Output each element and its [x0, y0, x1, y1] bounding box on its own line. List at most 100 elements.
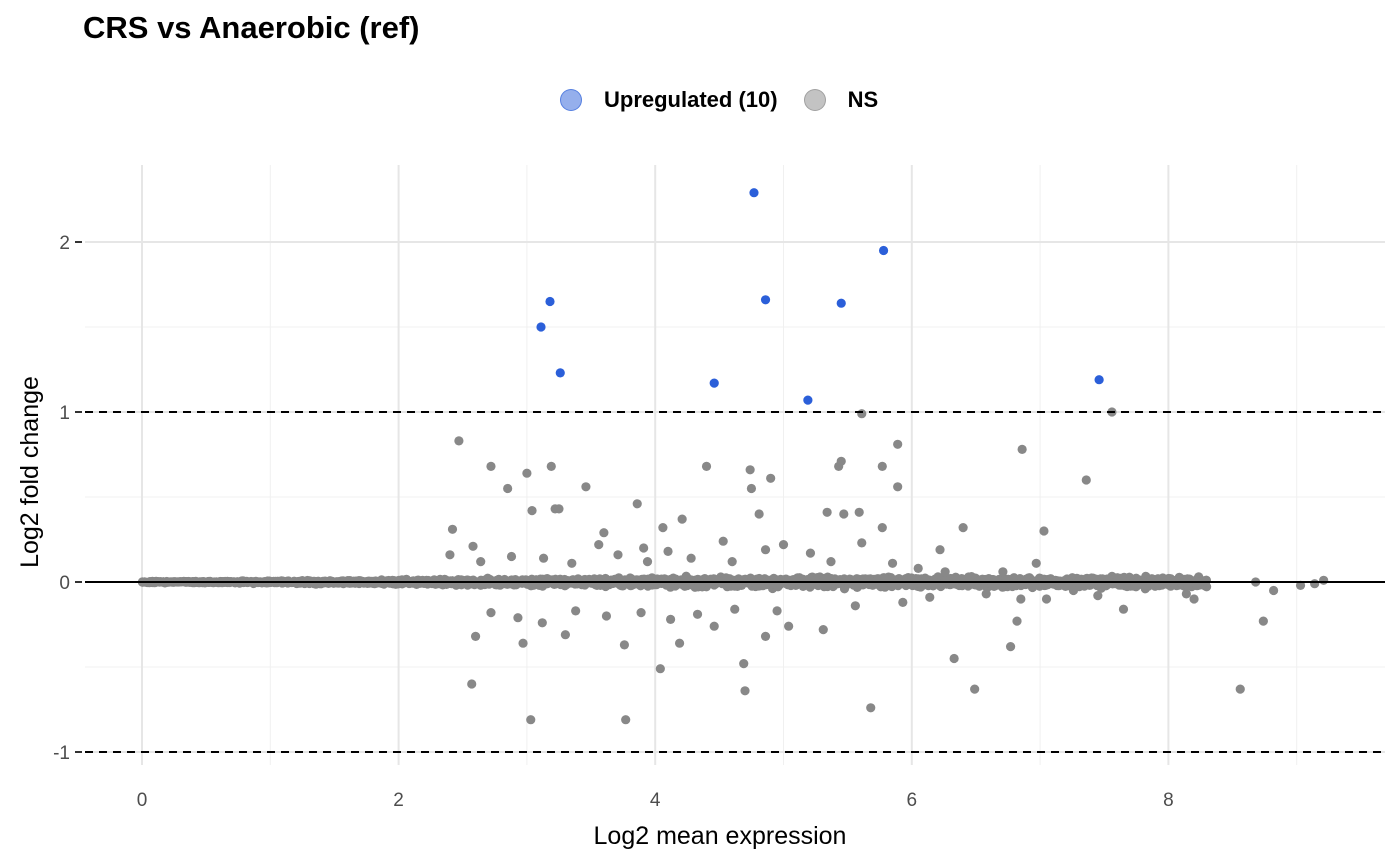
ns-point [949, 653, 959, 664]
ns-point [912, 575, 922, 585]
upregulated-point [760, 295, 771, 305]
ns-point [1016, 594, 1026, 604]
ns-point [957, 575, 968, 585]
ns-point [595, 578, 605, 588]
ns-point [819, 576, 829, 586]
ns-point [468, 541, 478, 551]
ns-point [571, 606, 581, 616]
ns-point [674, 638, 685, 648]
ns-point [1081, 475, 1091, 485]
upregulated-point [803, 395, 813, 405]
y-tick-label: 2 [59, 233, 70, 254]
ns-point [728, 575, 738, 585]
ns-point [470, 631, 481, 642]
legend-label-upregulated: Upregulated (10) [604, 87, 778, 112]
ns-point [636, 608, 646, 618]
ns-point [619, 640, 630, 650]
ns-point [390, 576, 400, 586]
ns-point [766, 473, 776, 483]
ns-point [1104, 579, 1114, 589]
upregulated-point [536, 322, 546, 332]
ns-point [893, 439, 903, 449]
ns-point [898, 597, 908, 608]
upregulated-point [545, 296, 555, 307]
x-tick-label: 0 [137, 790, 148, 811]
ns-point [772, 606, 782, 616]
ns-point [376, 578, 387, 589]
ns-point [839, 509, 849, 519]
ns-point [677, 514, 687, 524]
ns-point [989, 581, 999, 592]
legend: Upregulated (10) NS [560, 84, 904, 116]
legend-key-ns [803, 89, 826, 111]
ns-point [746, 483, 757, 494]
ns-point [599, 528, 609, 538]
ns-point [476, 557, 486, 567]
ns-point [1189, 594, 1199, 604]
ns-point [826, 557, 836, 567]
ns-point [496, 579, 506, 589]
ns-point [1181, 589, 1191, 599]
ns-point [506, 551, 517, 562]
ns-point [526, 715, 536, 725]
ns-point [632, 499, 642, 509]
ns-point [665, 614, 676, 625]
ns-point [538, 553, 549, 563]
ns-point [1258, 616, 1268, 626]
ns-point [727, 557, 737, 567]
ns-point [1017, 444, 1027, 454]
ns-point [925, 592, 935, 602]
ns-point [445, 550, 455, 560]
ns-point [754, 509, 764, 519]
ns-point [857, 409, 867, 419]
ns-point [1031, 558, 1041, 568]
ns-point [913, 563, 923, 574]
ns-point [834, 461, 844, 471]
ns-point [1154, 581, 1164, 591]
ns-point [454, 436, 464, 446]
ns-point [747, 575, 757, 585]
ns-point [1093, 591, 1103, 601]
ns-point [554, 504, 564, 514]
ns-point [850, 601, 860, 611]
ns-point [886, 578, 896, 588]
ns-point [981, 589, 991, 599]
ns-point [503, 483, 513, 494]
ns-point [1269, 585, 1279, 596]
ns-point [745, 465, 755, 475]
ns-point [621, 715, 631, 725]
ns-point [513, 613, 523, 623]
ns-point [1140, 584, 1150, 594]
ns-point [613, 550, 623, 560]
ns-point [857, 538, 867, 548]
ns-point [1146, 578, 1156, 588]
ns-point [686, 553, 696, 563]
ns-point [760, 631, 771, 642]
x-tick-label: 2 [393, 790, 404, 811]
ns-point [760, 545, 771, 555]
x-tick-label: 4 [650, 790, 661, 811]
ns-point [822, 507, 832, 517]
ns-point [692, 609, 703, 619]
ns-point [740, 686, 750, 696]
ns-point [893, 482, 903, 492]
ns-point [739, 659, 749, 669]
ns-point [527, 506, 537, 516]
ns-point [581, 482, 591, 492]
ns-point [642, 557, 653, 567]
ns-point [1158, 573, 1168, 583]
ns-point [718, 536, 728, 546]
ns-point [601, 611, 612, 621]
ns-point [854, 507, 864, 517]
x-tick-label: 8 [1163, 790, 1174, 811]
ns-point [1087, 573, 1097, 583]
x-axis-title: Log2 mean expression [594, 822, 847, 850]
ns-point [1319, 575, 1329, 585]
ns-point [1118, 604, 1129, 614]
upregulated-point [555, 368, 565, 378]
ns-point [1121, 578, 1131, 589]
ns-point [639, 543, 649, 553]
y-axis-title: Log2 fold change [16, 376, 44, 568]
legend-key-upregulated [560, 89, 582, 111]
ns-point [1068, 585, 1079, 596]
